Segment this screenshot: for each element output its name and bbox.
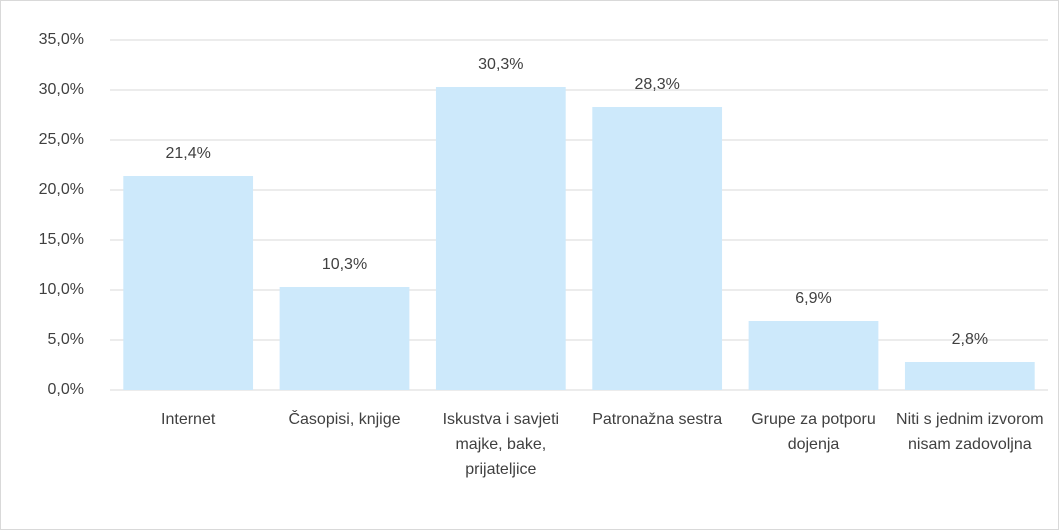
- data-label: 6,9%: [795, 290, 831, 307]
- bar: [435, 87, 566, 390]
- y-tick-label: 30,0%: [39, 81, 84, 98]
- bar: [279, 287, 410, 390]
- bar: [123, 176, 254, 390]
- bar: [904, 362, 1035, 390]
- y-tick-label: 25,0%: [39, 131, 84, 148]
- data-label: 10,3%: [322, 256, 367, 273]
- y-tick-label: 0,0%: [48, 381, 84, 398]
- data-label: 21,4%: [165, 145, 210, 162]
- x-tick-label: Niti s jednim izvorom nisam zadovoljna: [896, 411, 1044, 453]
- y-tick-label: 10,0%: [39, 281, 84, 298]
- x-tick-label: Iskustva i savjeti majke, bake, prijatelji…: [443, 411, 559, 478]
- y-tick-label: 35,0%: [39, 31, 84, 48]
- data-label: 2,8%: [952, 331, 988, 348]
- bar: [748, 321, 879, 390]
- x-tick-label: Grupe za potporu dojenja: [751, 411, 876, 453]
- x-tick-label: Patronažna sestra: [592, 411, 722, 428]
- bar: [592, 107, 723, 390]
- data-label: 30,3%: [478, 56, 523, 73]
- x-tick-label: Časopisi, knjige: [288, 409, 400, 428]
- y-tick-label: 5,0%: [48, 331, 84, 348]
- data-label: 28,3%: [634, 76, 679, 93]
- x-tick-label: Internet: [161, 411, 216, 428]
- y-tick-label: 15,0%: [39, 231, 84, 248]
- y-tick-label: 20,0%: [39, 181, 84, 198]
